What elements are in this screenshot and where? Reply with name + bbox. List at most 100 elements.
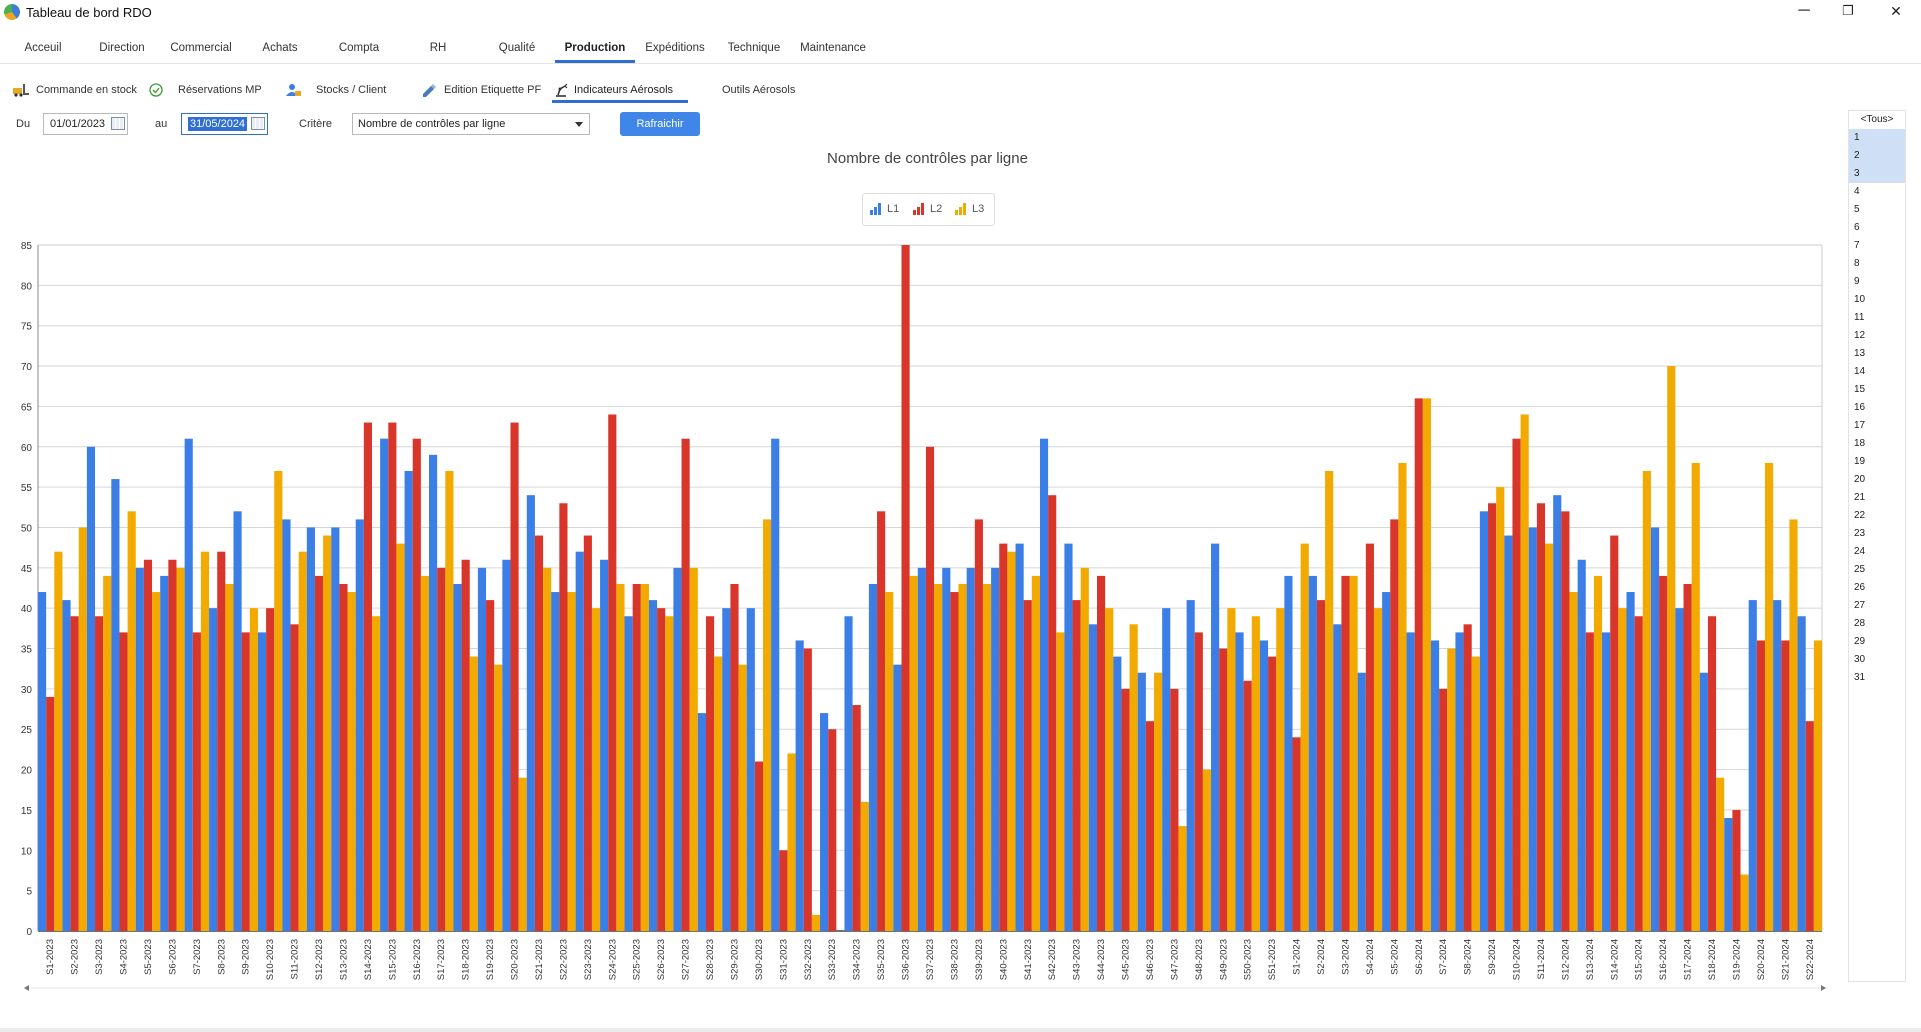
subtab-indicateurs-aerosols[interactable]: Indicateurs Aérosols [554,81,673,99]
maximize-button[interactable]: ❐ [1842,3,1854,18]
list-item[interactable]: 21 [1854,492,1866,503]
list-item[interactable]: 31 [1854,672,1866,683]
bar-l2 [1610,535,1619,931]
tab-production[interactable]: Production [564,42,626,54]
calendar-icon[interactable] [111,117,125,130]
close-button[interactable]: ✕ [1890,3,1902,19]
list-item[interactable]: 26 [1854,582,1866,593]
list-item[interactable]: 18 [1854,438,1866,449]
tab-compta[interactable]: Compta [338,42,380,54]
x-tick-label: S34-2023 [852,939,863,980]
list-item[interactable]: 24 [1854,546,1866,557]
bar-l2 [779,850,788,931]
bar-l2 [681,438,690,931]
list-item[interactable]: 7 [1854,240,1860,251]
bar-l1 [1088,624,1097,931]
list-item[interactable]: 8 [1854,258,1860,269]
list-item[interactable]: 2 [1849,147,1905,165]
calendar-icon[interactable] [251,117,265,130]
subtab-outils-aerosols[interactable]: Outils Aérosols [722,81,795,99]
divider [0,63,1921,64]
minimize-button[interactable]: ─ [1798,2,1810,19]
subtab-edition-etiquette-pf[interactable]: Edition Etiquette PF [420,81,541,99]
legend-item-l2[interactable]: L2 [913,203,942,215]
period-filter-list[interactable]: <Tous> 1 2 3 4 5 6 7 8 9 10 11 12 13 14 15 16 17 18 19 20 21… [1848,110,1906,982]
list-item[interactable]: 6 [1854,222,1860,233]
tab-qualite[interactable]: Qualité [498,42,536,54]
date-to-field[interactable]: 31/05/2024 [181,113,268,135]
bar-l2 [754,761,764,931]
bar-l1 [502,559,511,931]
tag-pencil-icon [423,84,436,97]
subtab-commande-en-stock[interactable]: Commande en stock [12,81,137,99]
x-tick-label: S22-2023 [558,939,569,980]
list-item[interactable]: 14 [1854,366,1866,377]
list-item[interactable]: 10 [1854,294,1866,305]
list-item[interactable]: 3 [1849,165,1905,183]
bar-l1 [1504,535,1513,931]
tab-achats[interactable]: Achats [262,42,298,54]
list-item[interactable]: 13 [1854,348,1866,359]
list-item[interactable]: 12 [1854,330,1866,341]
bar-l3 [1447,648,1456,931]
tab-direction[interactable]: Direction [99,42,145,54]
list-item[interactable]: 11 [1854,312,1865,323]
bar-l1 [306,527,315,931]
tab-expeditions[interactable]: Expéditions [645,42,705,54]
x-tick-label: S1-2023 [45,939,56,975]
scroll-left-icon [24,985,29,991]
list-item-all[interactable]: <Tous> [1860,114,1894,125]
criteria-select[interactable]: Nombre de contrôles par ligne [352,113,590,135]
bar-l3 [1398,462,1407,931]
tab-rh[interactable]: RH [429,42,447,54]
list-item[interactable]: 19 [1854,456,1866,467]
bar-l2 [559,503,568,931]
bar-l3 [909,575,918,931]
list-item[interactable]: 22 [1854,510,1866,521]
bar-l1 [257,632,267,931]
tab-maintenance[interactable]: Maintenance [800,42,866,54]
list-item[interactable]: 4 [1854,186,1860,197]
bar-l1 [673,567,682,931]
tab-acceuil[interactable]: Acceuil [24,42,62,54]
y-tick-label: 20 [21,766,33,777]
bar-l1 [1455,632,1464,931]
list-item[interactable]: 25 [1854,564,1866,575]
list-item[interactable]: 16 [1854,402,1866,413]
refresh-button[interactable]: Rafraichir [620,112,700,136]
subtab-stocks-client[interactable]: Stocks / Client [284,81,386,99]
x-tick-label: S19-2024 [1731,939,1742,980]
bar-l2 [1390,519,1399,931]
list-item[interactable]: 9 [1854,276,1860,287]
bar-l3 [1740,874,1749,931]
list-item[interactable]: 27 [1854,600,1866,611]
bar-l2 [1023,600,1032,931]
tab-technique[interactable]: Technique [727,42,781,54]
legend-item-l3[interactable]: L3 [955,203,984,215]
date-from-field[interactable]: 01/01/2023 [43,113,128,135]
list-item[interactable]: 28 [1854,618,1866,629]
y-tick-label: 60 [21,443,33,454]
list-item[interactable]: 30 [1854,654,1866,665]
list-item[interactable]: 29 [1854,636,1866,647]
bar-l1 [1333,624,1342,931]
bar-l1 [893,664,902,931]
list-item[interactable]: 23 [1854,528,1866,539]
tab-commercial[interactable]: Commercial [170,42,232,54]
list-item[interactable]: 5 [1854,204,1860,215]
legend-item-l1[interactable]: L1 [870,203,899,215]
list-item[interactable]: 1 [1849,129,1905,147]
list-item[interactable]: 17 [1854,420,1866,431]
bar-l2 [437,567,446,931]
x-tick-label: S38-2023 [949,939,960,980]
bar-l1 [1699,672,1708,931]
x-tick-label: S5-2024 [1389,939,1400,975]
bar-l2 [1683,583,1692,931]
list-item[interactable]: 20 [1854,474,1866,485]
bar-l1 [1724,818,1733,931]
bar-l2 [119,632,128,931]
subtab-label: Réservations MP [178,84,262,96]
subtab-reservations-mp[interactable]: Réservations MP [148,81,262,99]
bar-l2 [266,608,275,931]
list-item[interactable]: 15 [1854,384,1866,395]
